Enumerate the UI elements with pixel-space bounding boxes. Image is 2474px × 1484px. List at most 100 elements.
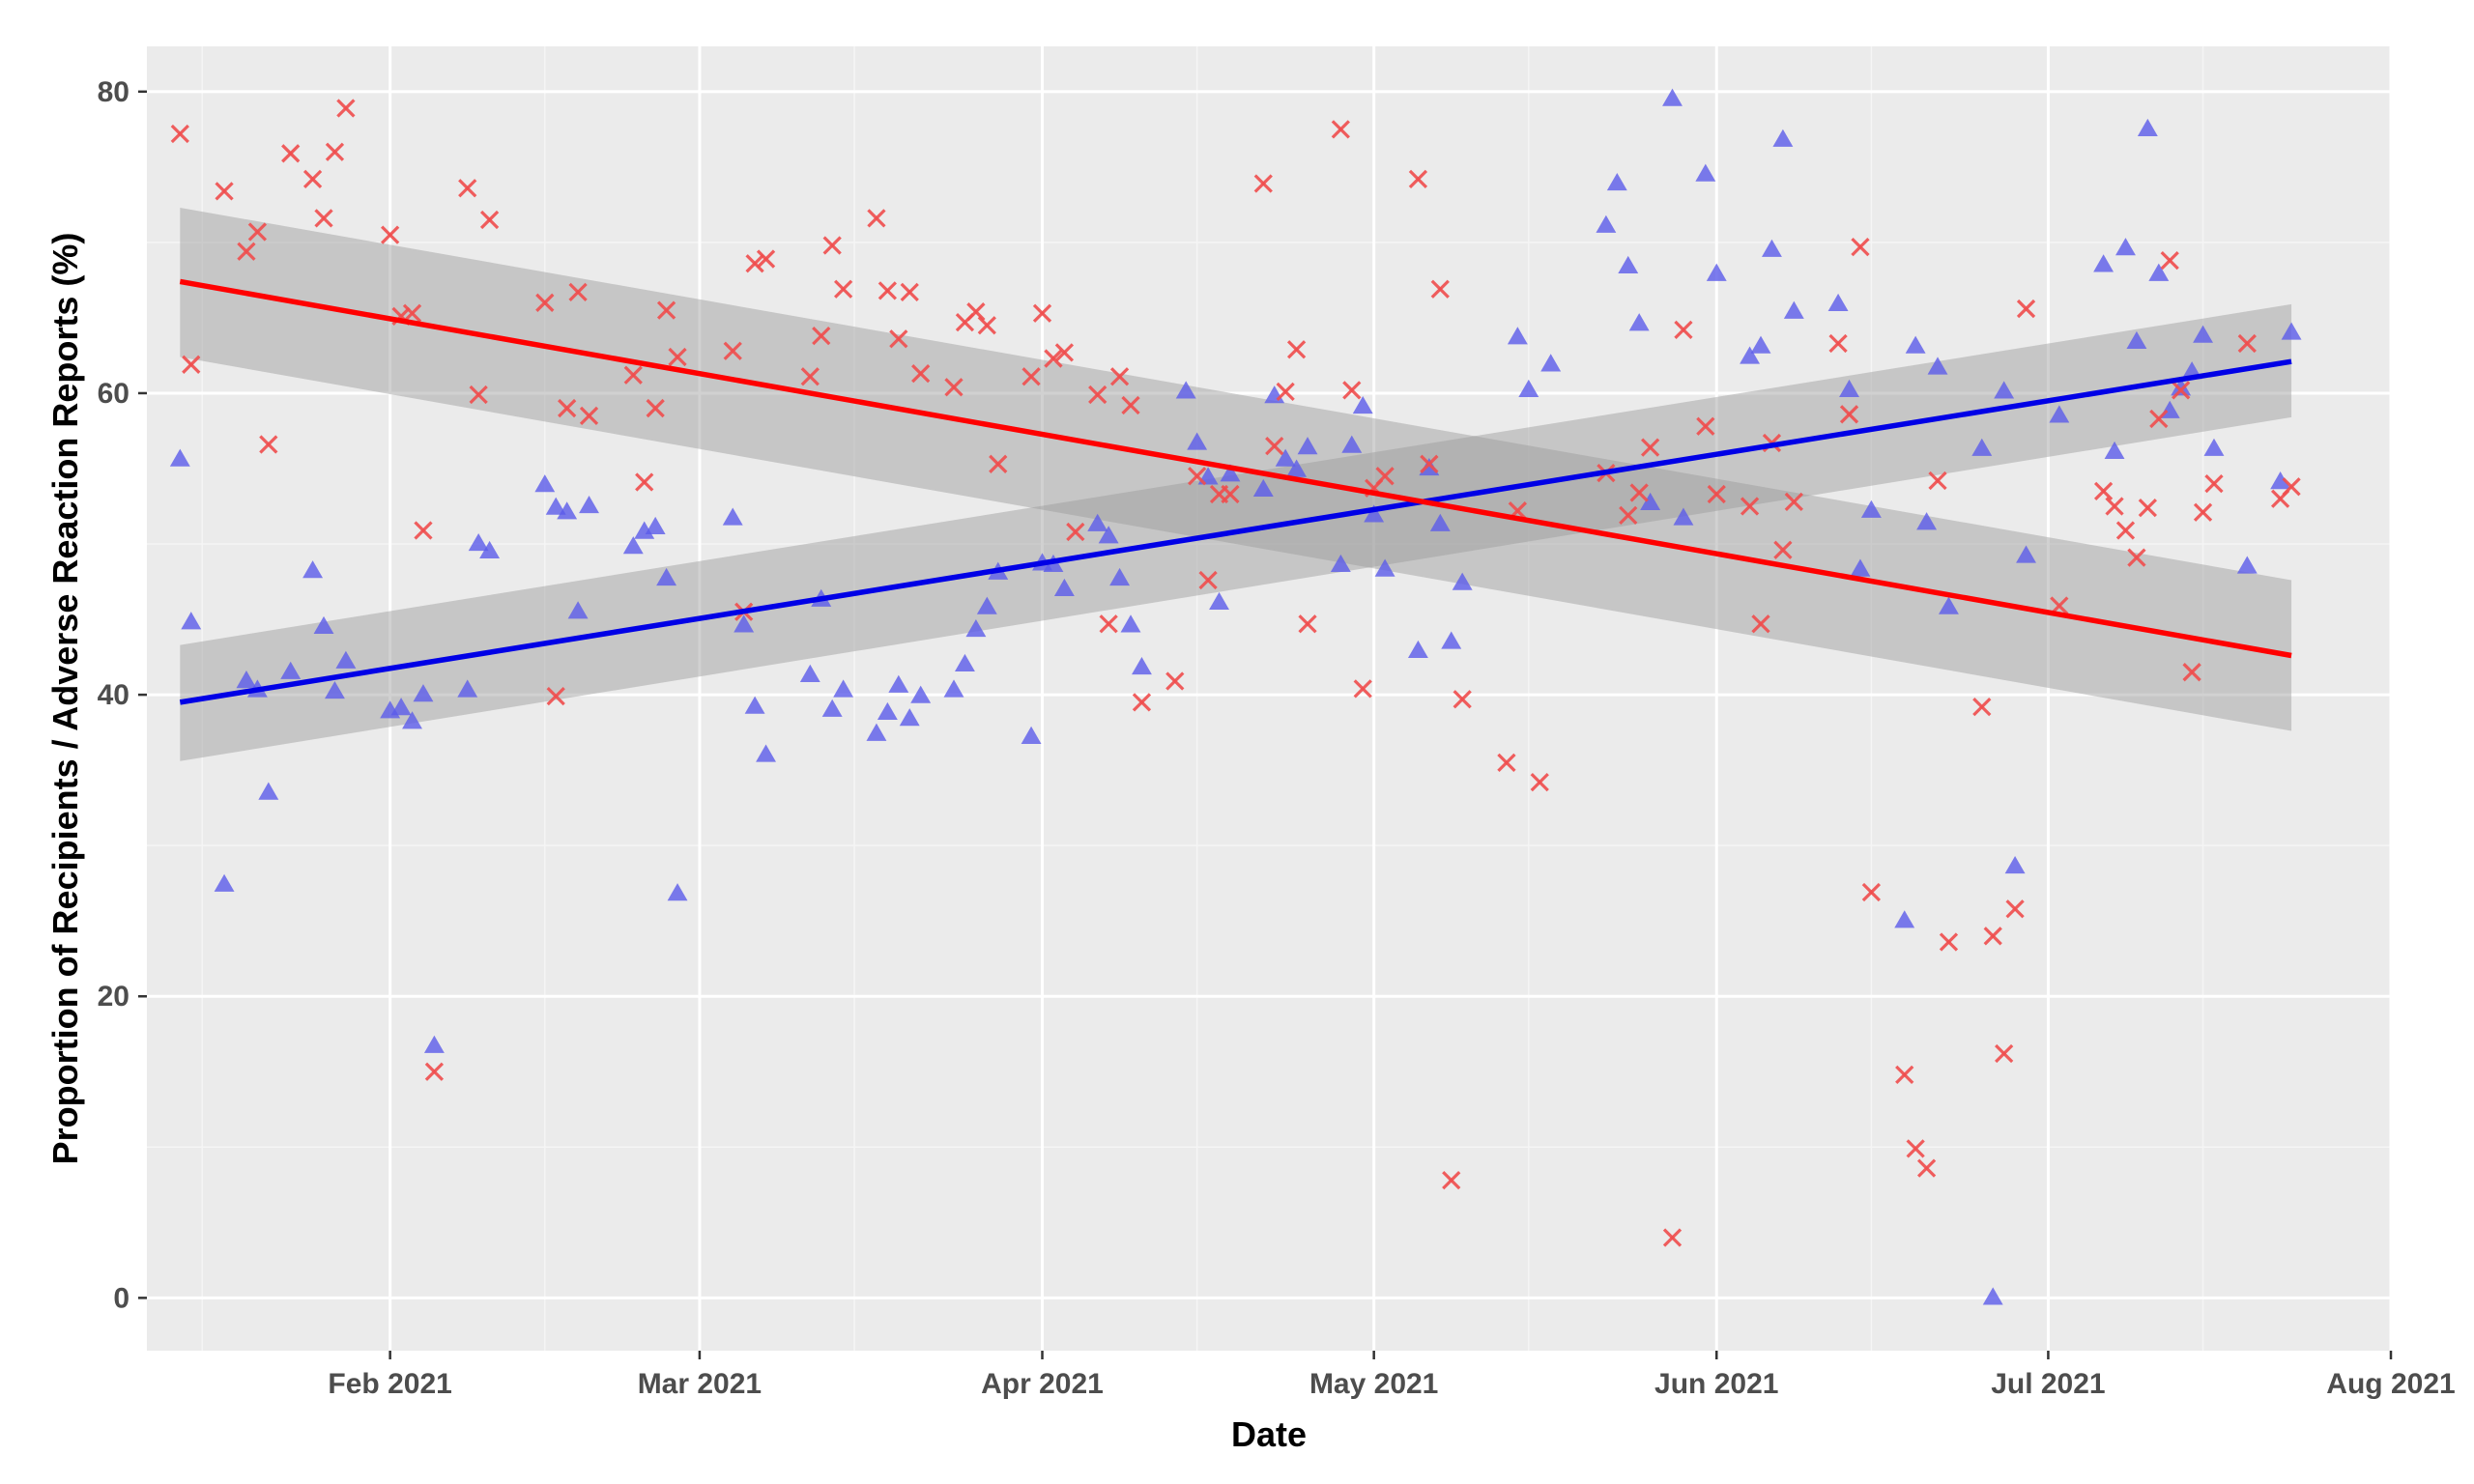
cross-stroke — [469, 385, 488, 405]
cross-stroke — [1453, 690, 1472, 709]
y-tick-label: 60 — [98, 378, 129, 410]
cross-stroke — [668, 347, 687, 367]
triangle-point — [2270, 471, 2291, 490]
cross-stroke — [2237, 333, 2257, 354]
cross-stroke — [1109, 367, 1130, 386]
triangle-point — [1640, 492, 1661, 511]
cross-point — [424, 1062, 445, 1081]
triangle-point — [1540, 354, 1562, 372]
cross-stroke — [2182, 663, 2201, 682]
cross-point — [1331, 120, 1350, 139]
y-tick-label: 20 — [98, 981, 129, 1013]
cross-point — [535, 293, 555, 312]
cross-point — [889, 329, 908, 349]
cross-point — [646, 398, 665, 418]
triangle-point — [2193, 325, 2213, 343]
cross-stroke — [1408, 169, 1428, 188]
cross-stroke — [1442, 1171, 1461, 1190]
cross-stroke — [1353, 679, 1372, 699]
triangle-point — [1596, 214, 1617, 233]
cross-point — [336, 99, 356, 118]
triangle-point — [1220, 464, 1241, 482]
cross-point — [469, 385, 488, 405]
cross-stroke — [546, 687, 565, 706]
cross-stroke — [1253, 174, 1273, 193]
triangle-point — [468, 533, 489, 552]
cross-point — [1066, 522, 1085, 542]
cross-stroke — [2105, 497, 2124, 516]
cross-stroke — [2093, 481, 2114, 501]
cross-stroke — [877, 281, 898, 300]
cross-point — [381, 225, 400, 244]
triangle-point — [1120, 614, 1141, 633]
cross-stroke — [989, 454, 1008, 473]
triangle-point — [2281, 322, 2302, 340]
cross-stroke — [1497, 753, 1516, 772]
cross-point — [458, 179, 477, 198]
cross-point — [1640, 438, 1660, 457]
triangle-point — [976, 596, 997, 614]
cross-point — [1453, 690, 1472, 709]
cross-stroke — [1032, 303, 1052, 323]
cross-point — [1916, 1158, 1937, 1178]
cross-stroke — [2016, 299, 2036, 319]
cross-stroke — [1530, 772, 1549, 792]
cross-point — [1928, 471, 1947, 491]
cross-stroke — [402, 303, 422, 323]
cross-stroke — [1674, 320, 1693, 340]
triangle-point — [302, 560, 324, 579]
cross-point — [1995, 1043, 2014, 1064]
cross-stroke — [635, 472, 654, 492]
triangle-point — [877, 701, 898, 720]
cross-stroke — [1784, 492, 1803, 511]
cross-point — [2138, 498, 2157, 518]
cross-point — [2016, 299, 2036, 319]
triangle-point — [1330, 554, 1351, 573]
triangle-point — [545, 497, 566, 515]
triangle-point — [2004, 856, 2026, 874]
cross-stroke — [325, 142, 345, 161]
cross-point — [2237, 333, 2257, 354]
cross-stroke — [911, 364, 931, 384]
cross-stroke — [424, 1062, 445, 1081]
cross-stroke — [1021, 367, 1041, 386]
cross-stroke — [458, 179, 477, 198]
triangle-point — [1860, 499, 1882, 518]
cross-stroke — [568, 282, 588, 302]
x-tick-label: Feb 2021 — [328, 1368, 451, 1400]
triangle-point — [413, 684, 434, 702]
triangle-point — [2093, 254, 2114, 272]
cross-stroke — [479, 210, 500, 230]
triangle-point — [2016, 545, 2036, 563]
cross-point — [1861, 882, 1882, 902]
cross-stroke — [281, 144, 301, 163]
cross-stroke — [1044, 349, 1063, 368]
cross-stroke — [2282, 477, 2301, 497]
cross-point — [1751, 614, 1770, 634]
cross-point — [1707, 484, 1726, 504]
cross-point — [558, 398, 577, 418]
y-tick-label: 0 — [113, 1282, 129, 1314]
cross-point — [656, 300, 676, 320]
cross-point — [579, 406, 599, 426]
cross-stroke — [656, 300, 676, 320]
trend-line — [179, 358, 2292, 705]
cross-point — [1629, 483, 1649, 502]
cross-stroke — [414, 521, 433, 540]
cross-point — [1132, 693, 1152, 712]
cross-stroke — [1276, 382, 1295, 402]
triangle-point — [181, 612, 202, 630]
cross-point — [977, 316, 996, 335]
cross-stroke — [1662, 1228, 1683, 1247]
minor-gridlines — [147, 46, 2391, 1351]
triangle-point — [1341, 435, 1363, 453]
cross-stroke — [1132, 693, 1152, 712]
cross-point — [1298, 614, 1317, 634]
cross-point — [2172, 381, 2191, 400]
cross-point — [1408, 169, 1428, 188]
cross-point — [1353, 679, 1372, 699]
cross-point — [635, 472, 654, 492]
cross-point — [944, 378, 964, 397]
x-tick-label: Mar 2021 — [638, 1368, 762, 1400]
triangle-point — [1772, 128, 1794, 147]
